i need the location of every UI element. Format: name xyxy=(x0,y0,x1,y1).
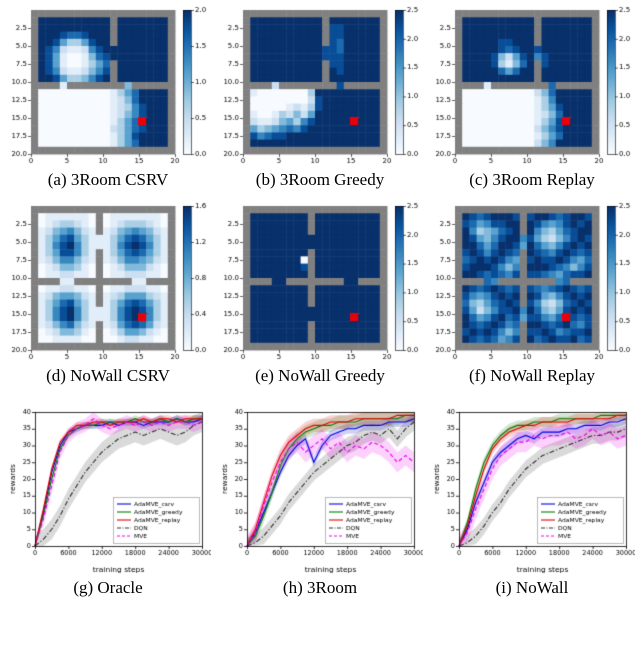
panel-b: (b) 3Room Greedy xyxy=(217,4,423,200)
lineplot-oracle xyxy=(5,406,211,576)
caption-h: (h) 3Room xyxy=(282,578,358,597)
heatmap-row-3room: (a) 3Room CSRV (b) 3Room Greedy (c) 3Roo… xyxy=(0,4,640,200)
panel-a: (a) 3Room CSRV xyxy=(5,4,211,200)
caption-i: (i) NoWall xyxy=(495,578,569,597)
caption-d: (d) NoWall CSRV xyxy=(46,366,170,385)
caption-f: (f) NoWall Replay xyxy=(468,366,596,385)
panel-g: (g) Oracle xyxy=(5,406,211,608)
caption-b: (b) 3Room Greedy xyxy=(255,170,385,189)
lineplot-row: (g) Oracle (h) 3Room (i) NoWall xyxy=(0,406,640,608)
panel-d: (d) NoWall CSRV xyxy=(5,200,211,396)
heatmap-3room-replay xyxy=(429,4,635,168)
panel-h: (h) 3Room xyxy=(217,406,423,608)
lineplot-nowall xyxy=(429,406,635,576)
caption-a: (a) 3Room CSRV xyxy=(47,170,169,189)
paper-figure: (a) 3Room CSRV (b) 3Room Greedy (c) 3Roo… xyxy=(0,4,640,608)
heatmap-nowall-greedy xyxy=(217,200,423,364)
panel-e: (e) NoWall Greedy xyxy=(217,200,423,396)
heatmap-nowall-csrv xyxy=(5,200,211,364)
caption-c: (c) 3Room Replay xyxy=(469,170,595,189)
caption-g: (g) Oracle xyxy=(73,578,143,597)
lineplot-3room xyxy=(217,406,423,576)
panel-c: (c) 3Room Replay xyxy=(429,4,635,200)
heatmap-nowall-replay xyxy=(429,200,635,364)
panel-f: (f) NoWall Replay xyxy=(429,200,635,396)
heatmap-3room-greedy xyxy=(217,4,423,168)
panel-i: (i) NoWall xyxy=(429,406,635,608)
heatmap-row-nowall: (d) NoWall CSRV (e) NoWall Greedy (f) No… xyxy=(0,200,640,396)
heatmap-3room-csrv xyxy=(5,4,211,168)
caption-e: (e) NoWall Greedy xyxy=(255,366,385,385)
